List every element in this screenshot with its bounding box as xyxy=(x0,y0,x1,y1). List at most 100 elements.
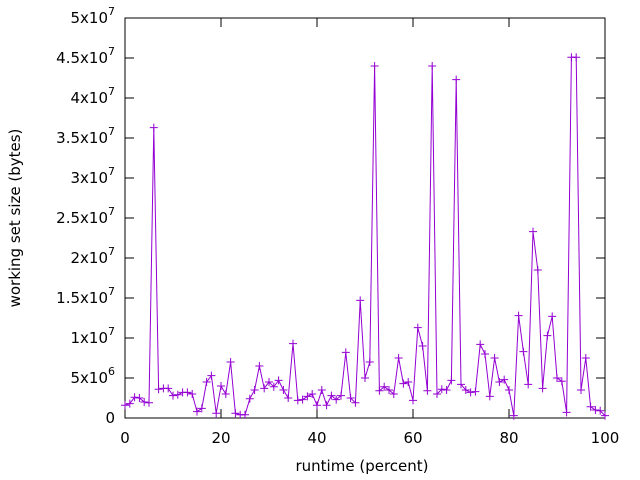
data-point xyxy=(596,406,605,415)
data-point xyxy=(601,411,609,420)
data-point xyxy=(375,386,384,395)
data-point xyxy=(591,406,600,414)
y-tick-label: 0 xyxy=(105,409,115,427)
y-tick-label: 2.5x107 xyxy=(56,205,115,227)
data-point xyxy=(327,391,336,400)
data-point xyxy=(135,394,144,402)
y-tick-exponent: 7 xyxy=(108,165,115,178)
data-point xyxy=(389,390,398,398)
y-tick-label: 2x107 xyxy=(70,245,115,267)
data-point xyxy=(409,396,417,405)
y-tick-base: 3x10 xyxy=(70,169,108,187)
y-tick-label: 1.5x107 xyxy=(56,285,115,307)
data-point xyxy=(173,390,182,399)
data-point xyxy=(269,382,278,391)
data-point xyxy=(476,340,485,349)
data-line xyxy=(124,56,606,416)
data-point xyxy=(241,410,249,419)
data-point xyxy=(197,404,206,413)
data-point xyxy=(442,386,451,394)
y-tick-label: 3.5x107 xyxy=(56,125,115,147)
data-point xyxy=(538,384,547,393)
y-tick-label: 5x107 xyxy=(70,5,115,27)
data-point xyxy=(500,375,509,384)
y-tick-base: 2x10 xyxy=(70,249,108,267)
data-point xyxy=(221,390,230,398)
y-tick-exponent: 7 xyxy=(108,85,115,98)
data-point xyxy=(260,384,269,393)
data-point xyxy=(183,388,192,397)
data-point xyxy=(471,387,480,396)
y-tick-exponent: 7 xyxy=(108,325,115,338)
y-tick-base: 4x10 xyxy=(70,89,108,107)
data-point xyxy=(346,394,355,402)
y-tick-label: 1x107 xyxy=(70,325,115,347)
data-point xyxy=(317,386,326,394)
data-point xyxy=(250,386,259,394)
data-point xyxy=(265,378,273,386)
data-point xyxy=(154,385,163,394)
data-point xyxy=(308,390,317,398)
data-point xyxy=(428,62,437,70)
data-point xyxy=(193,407,201,416)
data-point xyxy=(231,409,240,418)
data-point xyxy=(495,378,504,386)
data-point xyxy=(553,374,561,382)
data-point xyxy=(149,123,158,132)
y-tick-exponent: 6 xyxy=(108,365,115,378)
data-point xyxy=(519,347,528,356)
data-point xyxy=(284,394,293,402)
data-point xyxy=(509,411,518,420)
data-point xyxy=(577,386,585,394)
y-tick-exponent: 7 xyxy=(108,285,115,298)
data-point xyxy=(130,393,139,402)
data-point xyxy=(543,331,552,340)
y-tick-exponent: 7 xyxy=(108,125,115,138)
data-point xyxy=(485,392,494,401)
data-point xyxy=(524,380,533,389)
data-point xyxy=(404,378,413,386)
data-point xyxy=(548,312,557,321)
data-point xyxy=(413,323,422,332)
y-tick-base: 5x10 xyxy=(70,9,108,27)
data-point xyxy=(572,53,581,62)
y-tick-base: 1.5x10 xyxy=(56,289,108,307)
y-tick-label: 3x107 xyxy=(70,165,115,187)
data-point xyxy=(399,379,408,388)
data-point xyxy=(188,390,197,398)
y-tick-exponent: 7 xyxy=(108,205,115,218)
data-point xyxy=(279,386,288,394)
data-point xyxy=(145,398,153,407)
data-point xyxy=(380,382,389,391)
y-tick-label: 4.5x107 xyxy=(56,45,115,67)
data-point xyxy=(351,398,360,407)
y-tick-base: 1x10 xyxy=(70,329,108,347)
data-point xyxy=(423,386,432,395)
data-point xyxy=(293,396,302,405)
data-point xyxy=(505,386,513,394)
data-point xyxy=(447,376,456,385)
data-point xyxy=(140,398,149,406)
data-point xyxy=(581,354,590,362)
data-point xyxy=(481,350,489,358)
data-point xyxy=(370,62,379,70)
data-point xyxy=(365,358,374,366)
data-point xyxy=(212,409,221,418)
y-tick-exponent: 7 xyxy=(108,45,115,58)
data-point xyxy=(356,296,365,305)
data-point xyxy=(303,392,312,401)
x-tick-label: 20 xyxy=(211,429,230,447)
y-tick-label: 5x106 xyxy=(70,365,115,387)
x-tick-label: 0 xyxy=(120,429,130,447)
data-point xyxy=(490,354,499,362)
y-tick-base: 3.5x10 xyxy=(56,129,108,147)
x-tick-label: 100 xyxy=(591,429,620,447)
data-point xyxy=(586,402,595,411)
data-point xyxy=(322,401,331,410)
data-point xyxy=(562,408,571,417)
plot-frame xyxy=(124,17,606,419)
data-point xyxy=(418,342,427,350)
data-point xyxy=(385,386,393,394)
data-point xyxy=(274,376,283,385)
data-point xyxy=(466,388,475,397)
